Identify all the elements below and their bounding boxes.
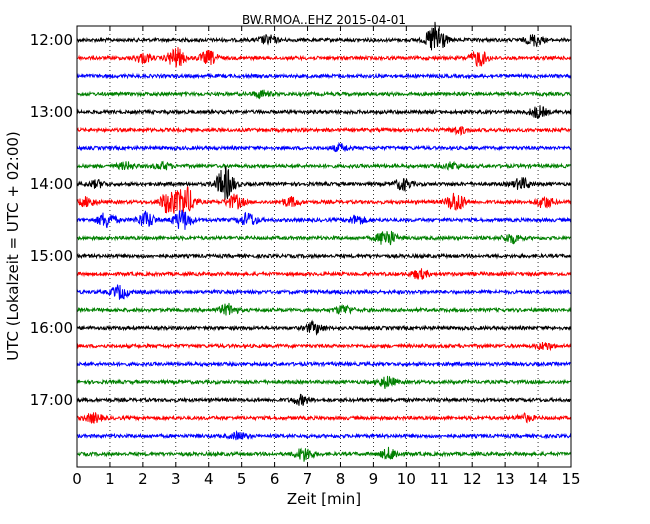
trace-row [76,268,572,280]
x-tick-label: 2 [138,470,148,488]
trace-row [76,446,572,462]
trace-row [76,360,572,368]
y-tick-label: 14:00 [30,175,73,193]
x-tick-label: 11 [430,470,449,488]
plot-frame [76,25,572,468]
trace-row [76,252,572,260]
x-tick-label: 15 [561,470,580,488]
trace-row [76,230,572,246]
x-tick-label: 7 [303,470,313,488]
trace-row [76,160,572,171]
trace-row [76,375,572,389]
x-tick-label: 8 [336,470,346,488]
y-tick-label: 15:00 [30,247,73,265]
trace-row [76,105,572,119]
trace-row [76,209,572,230]
x-tick-label: 9 [369,470,379,488]
y-axis-label: UTC (Lokalzeit = UTC + 02:00) [4,131,22,361]
x-tick-label: 3 [171,470,181,488]
trace-row [76,284,572,300]
trace-row [76,186,572,214]
x-tick-label: 1 [105,470,115,488]
x-tick-label: 13 [496,470,515,488]
trace-row [76,319,572,336]
trace-row [76,21,572,51]
x-tick-label: 14 [529,470,548,488]
trace-row [76,141,572,153]
tick-layer: 0 1 2 3 4 5 6 7 8 9 10 11 12 13 14 1512:0013:0014:0015:… [30,26,581,488]
trace-row [76,342,572,352]
x-axis-label: Zeit [min] [287,490,361,508]
y-tick-label: 16:00 [30,319,73,337]
x-tick-label: 10 [397,470,416,488]
trace-layer [76,21,572,462]
trace-row [76,302,572,316]
trace-row [76,166,572,200]
trace-row [76,412,572,424]
trace-row [76,125,572,136]
x-tick-label: 12 [463,470,482,488]
trace-row [76,89,572,100]
y-tick-label: 13:00 [30,103,73,121]
y-tick-label: 12:00 [30,31,73,49]
trace-row [76,393,572,406]
trace-row [76,72,572,80]
trace-row [76,47,572,68]
x-tick-label: 0 [72,470,82,488]
grid-layer [109,26,539,467]
x-tick-label: 6 [270,470,280,488]
y-tick-label: 17:00 [30,391,73,409]
trace-row [76,430,572,441]
x-tick-label: 4 [204,470,214,488]
chart-title: BW.RMOA..EHZ 2015-04-01 [242,13,406,27]
x-tick-label: 5 [237,470,247,488]
